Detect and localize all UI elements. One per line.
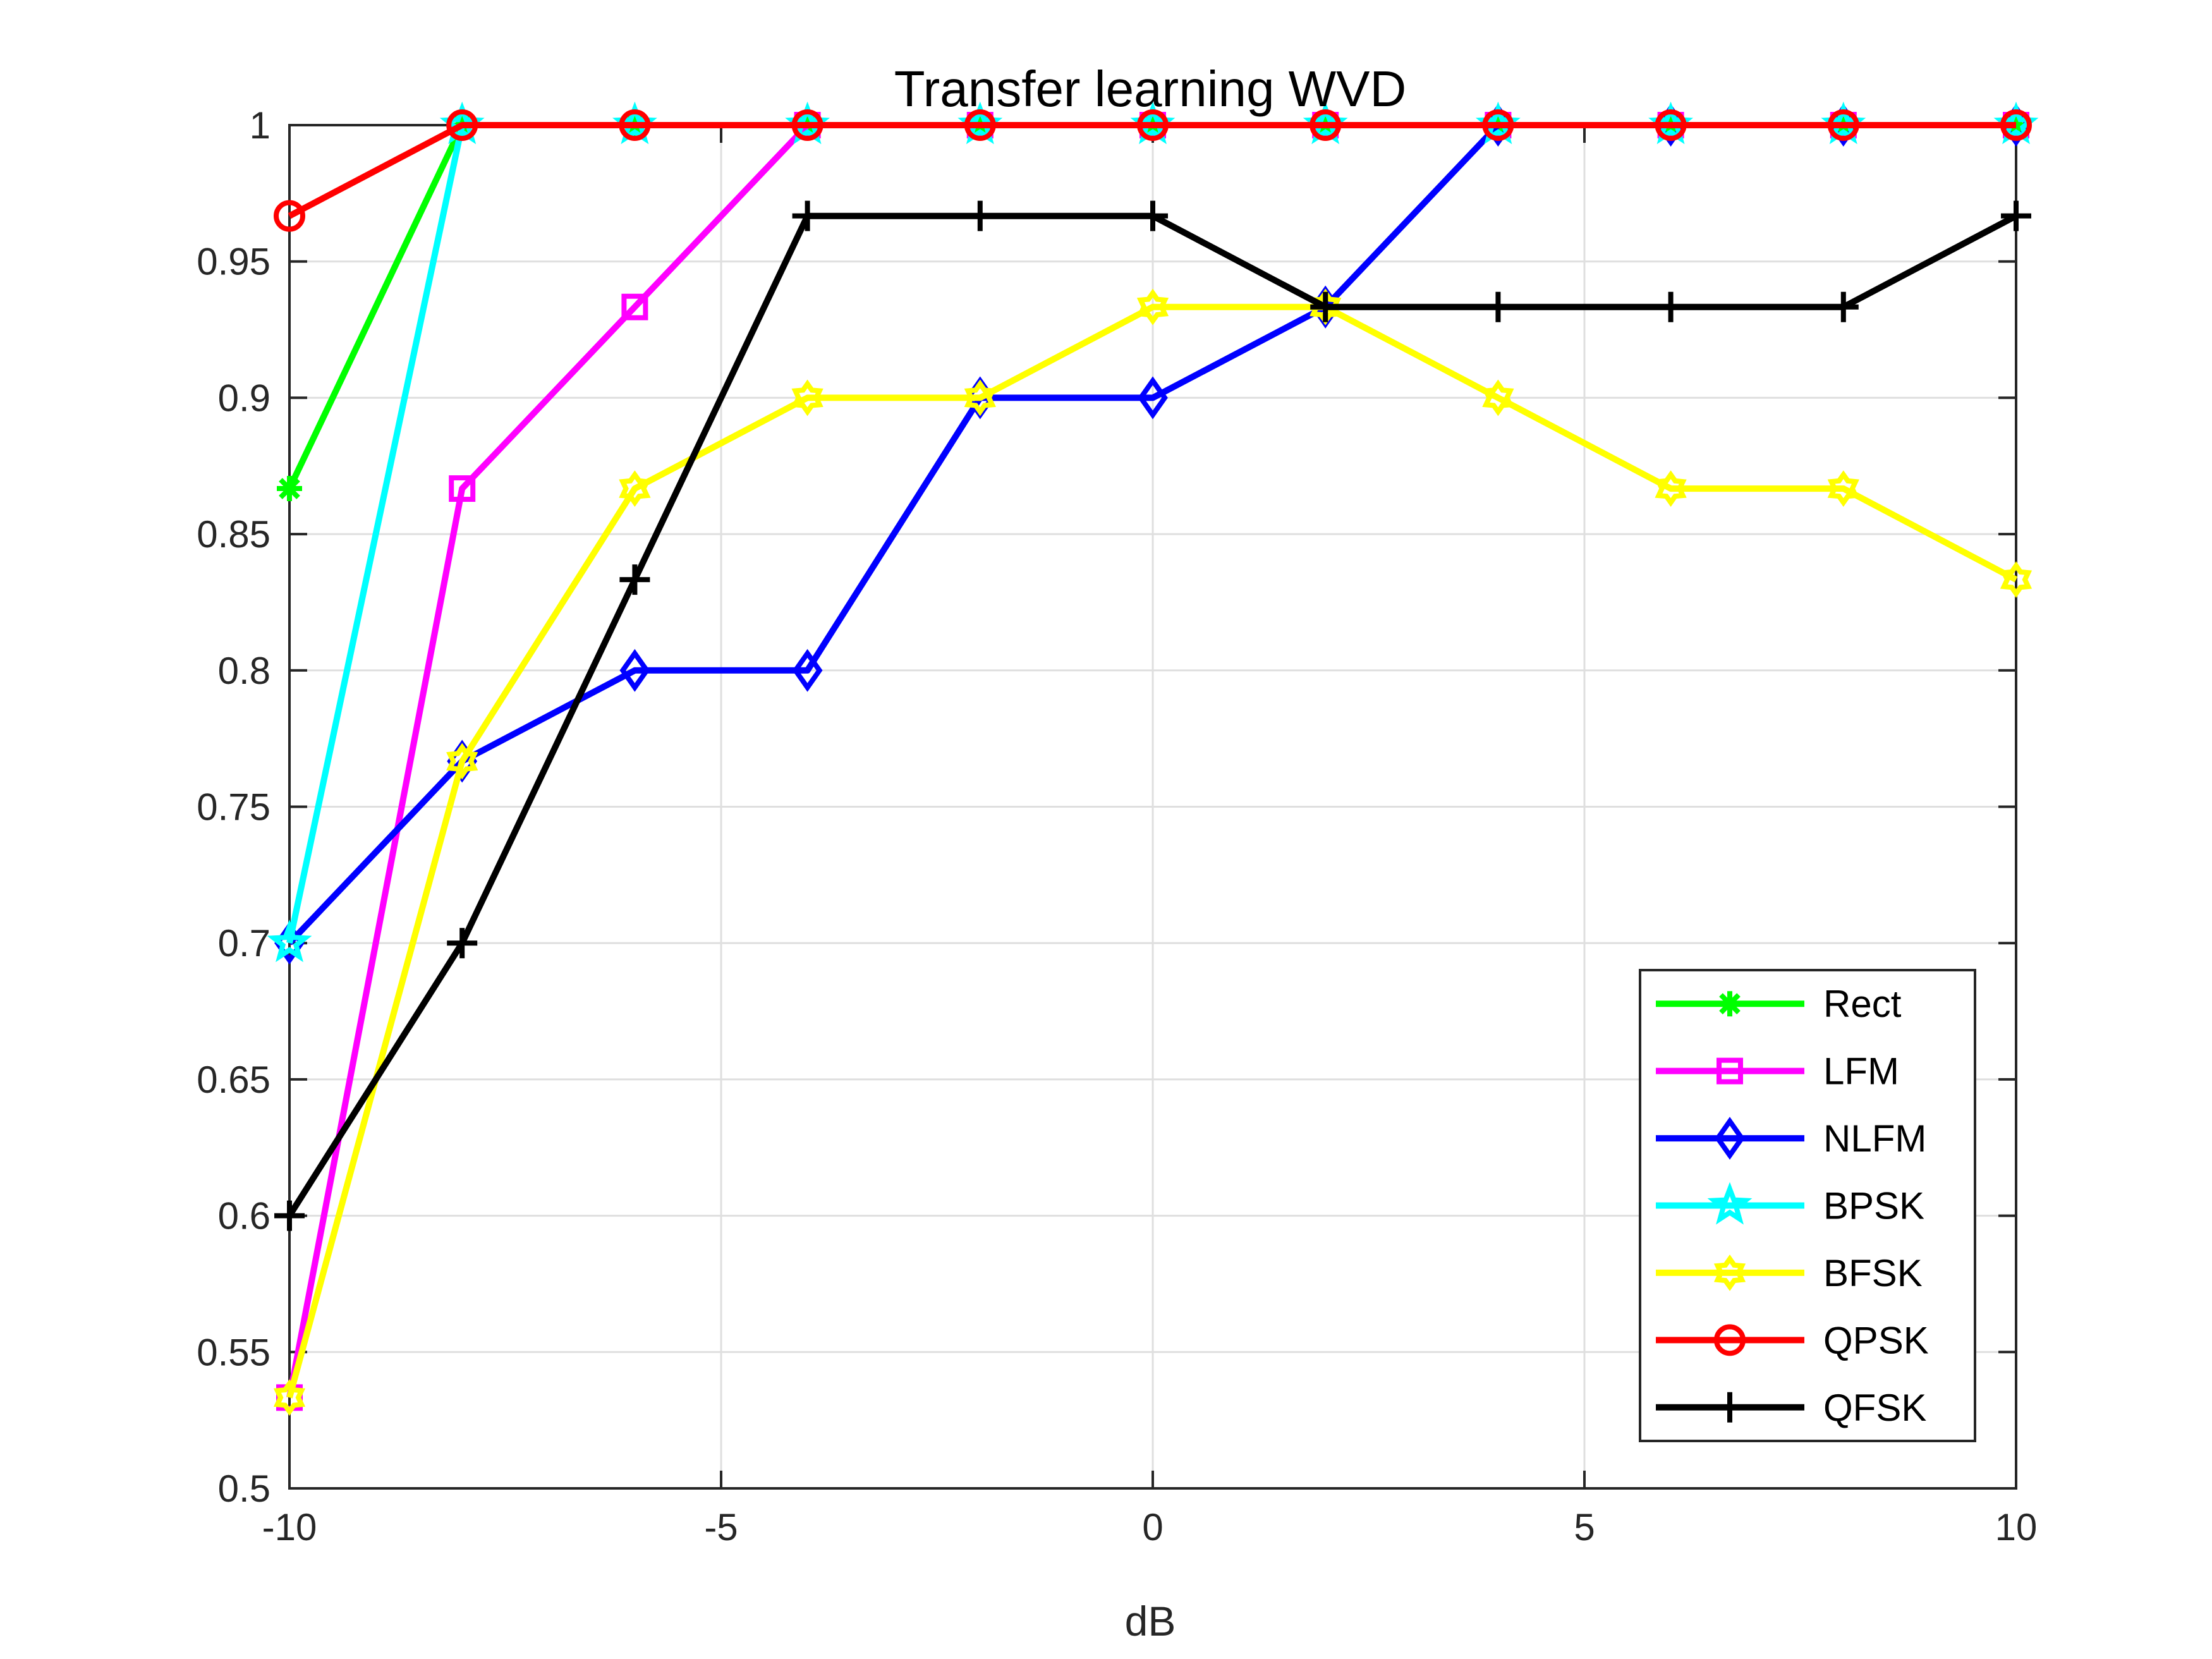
legend-marker-qpsk [1714,1324,1746,1356]
data-point-bfsk [1655,470,1687,507]
series-bfsk [273,288,2033,1416]
legend-label: BFSK [1823,1252,1923,1294]
legend-marker-bpsk [1707,1182,1753,1225]
x-tick-label: -5 [704,1506,738,1548]
data-point-qfsk [1655,291,1686,322]
y-tick-label: 1 [250,104,270,147]
series-qpsk [274,109,2032,232]
data-point-qfsk [447,928,478,959]
data-point-qfsk [792,200,823,231]
x-tick-label: 5 [1574,1506,1595,1548]
y-tick-label: 0.65 [197,1059,270,1101]
y-tick-label: 0.8 [218,650,270,692]
chart-title: Transfer learning WVD [894,61,1407,117]
data-point-nlfm [1138,376,1168,420]
y-tick-label: 0.5 [218,1468,270,1510]
series-line-qpsk [288,122,2016,219]
legend-label: NLFM [1823,1117,1926,1160]
legend-marker-nlfm [1715,1117,1745,1160]
data-point-qpsk [1655,109,1687,141]
data-point-bfsk [619,470,651,507]
legend-item-rect: Rect [1656,983,1902,1025]
data-point-qpsk [791,109,823,141]
x-axis-label: dB [1125,1598,1176,1644]
data-point-nlfm [792,648,823,692]
legend-marker-lfm [1717,1057,1743,1085]
data-point-qfsk [619,564,650,595]
data-point-qfsk [1138,200,1168,231]
data-point-qpsk [1310,109,1342,141]
data-point-bfsk [2000,561,2033,598]
legend-marker-qfsk [1715,1392,1745,1423]
x-tick-label: -10 [262,1506,317,1548]
data-point-qpsk [274,200,305,232]
legend-label: BPSK [1823,1185,1924,1227]
legend-marker-rect [1717,991,1742,1017]
data-point-qfsk [1828,291,1859,322]
grid [289,125,2016,1488]
legend: Rect LFM NLFM BPSK BFSK QPSK QFSK [1639,969,1976,1442]
data-point-bfsk [1482,379,1514,416]
data-point-qfsk [1310,291,1341,322]
data-point-qpsk [446,109,478,141]
legend-label: QFSK [1823,1387,1926,1429]
data-point-qfsk [1483,291,1514,322]
data-point-rect [277,476,302,502]
y-tick-label: 0.7 [218,922,270,964]
legend-label: QPSK [1823,1319,1929,1361]
legend-item-lfm: LFM [1656,1050,1899,1093]
data-point-qpsk [1827,109,1859,141]
legend-label: LFM [1823,1050,1899,1093]
y-tick-label: 0.95 [197,241,270,283]
data-point-bfsk [791,379,823,416]
data-point-qfsk [964,200,995,231]
data-point-qpsk [619,109,651,141]
y-tick-label: 0.85 [197,513,270,556]
series-group [267,101,2039,1416]
data-point-qfsk [274,1200,305,1231]
data-point-qpsk [1137,109,1169,141]
x-tick-label: 10 [1995,1506,2038,1548]
data-point-qfsk [2001,200,2031,231]
y-tick-label: 0.55 [197,1331,270,1373]
series-qfsk [274,200,2031,1231]
data-point-qpsk [1482,109,1514,141]
data-point-bfsk [964,379,996,416]
y-tick-label: 0.75 [197,786,270,829]
data-point-lfm [621,293,648,320]
data-point-bfsk [446,743,478,780]
data-point-lfm [449,475,476,502]
legend-item-qpsk: QPSK [1656,1319,1929,1361]
legend-item-bpsk: BPSK [1656,1182,1924,1227]
x-tick-label: 0 [1142,1506,1163,1548]
y-tick-label: 0.9 [218,377,270,419]
data-point-bfsk [1136,288,1169,325]
y-tick-label: 0.6 [218,1195,270,1237]
legend-label: Rect [1823,983,1902,1025]
legend-item-nlfm: NLFM [1656,1117,1926,1160]
axes: 0.5 0.55 0.6 0.65 0.7 0.75 0.8 0.85 0.9 0.95 1 -10 -… [197,104,2037,1548]
data-point-qpsk [964,109,996,141]
data-point-bpsk [267,919,312,963]
data-point-bfsk [273,1379,306,1416]
legend-item-bfsk: BFSK [1656,1252,1923,1294]
data-point-nlfm [619,648,650,692]
series-line-bfsk [286,303,2018,1399]
data-point-bfsk [1827,470,1859,507]
data-point-qpsk [2000,109,2032,141]
legend-item-qfsk: QFSK [1656,1387,1926,1429]
legend-marker-bfsk [1713,1254,1746,1291]
